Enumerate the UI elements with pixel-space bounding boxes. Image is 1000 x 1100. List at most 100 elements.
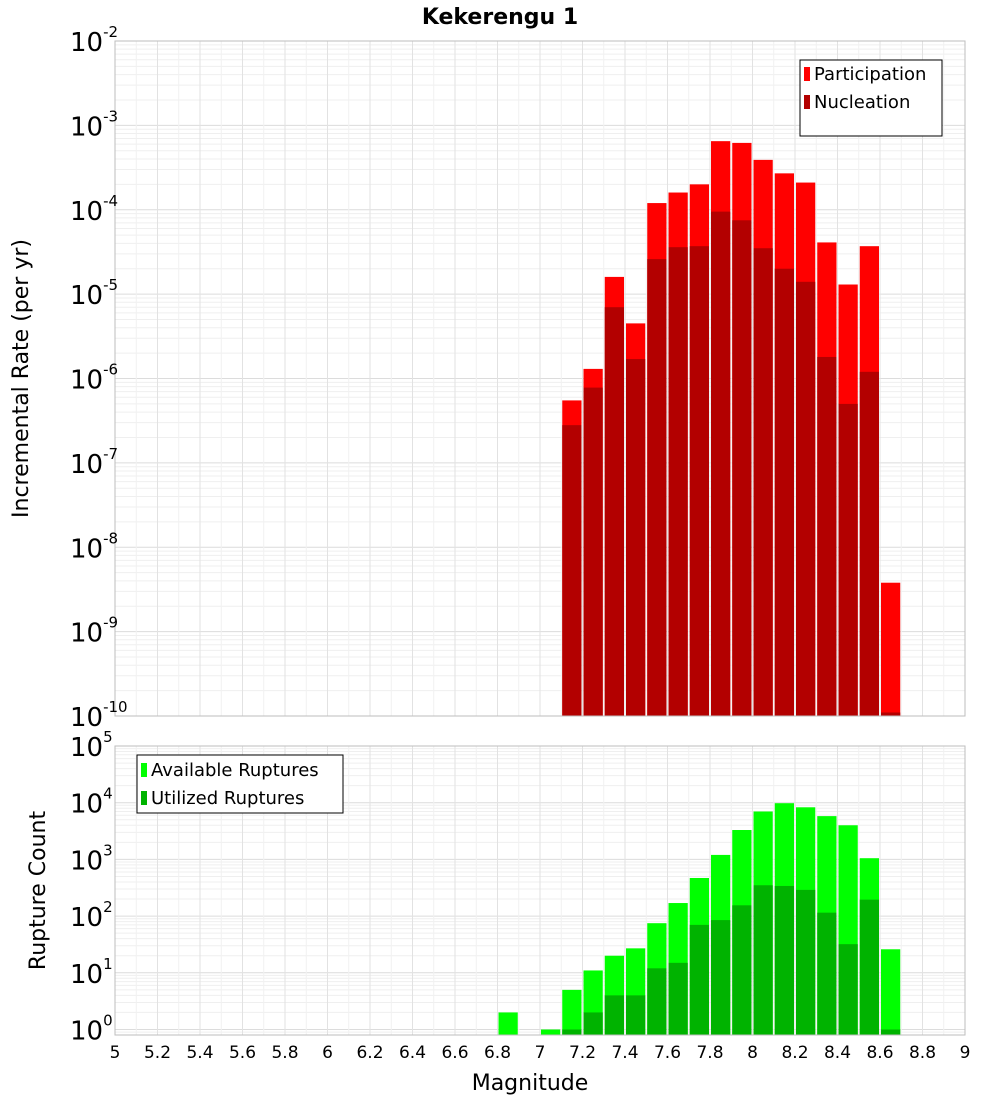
legend-box <box>799 59 943 137</box>
y-tick-exponent: 3 <box>103 841 113 859</box>
y-tick-exponent: -10 <box>103 698 128 716</box>
bar <box>796 281 816 716</box>
bar <box>562 1029 582 1035</box>
x-tick-label: 8.6 <box>866 1043 893 1063</box>
bar <box>647 259 667 716</box>
bar <box>732 905 752 1035</box>
bar <box>668 247 688 716</box>
x-tick-label: 5 <box>110 1043 121 1063</box>
y-tick-label: 10-4 <box>70 192 118 227</box>
y-tick-base: 10 <box>70 450 103 480</box>
y-tick-exponent: 4 <box>103 785 113 803</box>
y-axis-label: Incremental Rate (per yr) <box>9 239 34 518</box>
legend: Participation Nucleation <box>799 59 943 137</box>
y-tick-base: 10 <box>70 1017 103 1047</box>
x-tick-label: 5.8 <box>271 1043 298 1063</box>
y-tick-label: 10-9 <box>70 614 118 649</box>
legend-label: Participation <box>814 64 926 85</box>
bar <box>817 912 837 1035</box>
y-tick-base: 10 <box>70 703 103 733</box>
x-tick-label: 6 <box>322 1043 333 1063</box>
legend-label: Utilized Ruptures <box>151 788 304 809</box>
x-tick-label: 7.6 <box>654 1043 681 1063</box>
bar <box>604 307 624 716</box>
y-tick-label: 10-5 <box>70 276 118 311</box>
x-tick-label: 6.6 <box>441 1043 468 1063</box>
y-tick-base: 10 <box>70 619 103 649</box>
bar <box>711 211 731 716</box>
y-tick-base: 10 <box>70 960 103 990</box>
bar <box>774 268 794 716</box>
bar <box>838 403 858 716</box>
y-tick-label: 10-8 <box>70 529 118 564</box>
bar <box>753 885 773 1035</box>
bar <box>838 944 858 1035</box>
x-tick-label: 8.8 <box>909 1043 936 1063</box>
x-tick-label: 5.6 <box>229 1043 256 1063</box>
y-tick-label: 103 <box>70 841 113 876</box>
y-tick-base: 10 <box>70 733 103 763</box>
series-utilized-ruptures <box>562 885 901 1035</box>
bar <box>562 989 582 1035</box>
x-tick-label: 8 <box>747 1043 758 1063</box>
y-tick-exponent: -8 <box>103 529 118 547</box>
y-tick-label: 10-7 <box>70 445 118 480</box>
y-tick-exponent: -4 <box>103 192 118 210</box>
y-tick-base: 10 <box>70 28 103 58</box>
x-tick-label: 7 <box>535 1043 546 1063</box>
y-tick-base: 10 <box>70 197 103 227</box>
bar <box>626 995 646 1035</box>
y-tick-label: 10-10 <box>70 698 128 733</box>
bar <box>732 220 752 717</box>
y-tick-exponent: 0 <box>103 1012 113 1030</box>
y-tick-base: 10 <box>70 846 103 876</box>
legend-swatch <box>141 763 147 777</box>
x-tick-label: 6.2 <box>356 1043 383 1063</box>
y-tick-label: 101 <box>70 955 113 990</box>
legend-swatch <box>141 791 147 805</box>
y-tick-exponent: -6 <box>103 361 118 379</box>
y-tick-exponent: -7 <box>103 445 118 463</box>
x-tick-label: 6.4 <box>399 1043 426 1063</box>
bar <box>859 371 879 716</box>
y-tick-exponent: 2 <box>103 898 113 916</box>
y-tick-base: 10 <box>70 790 103 820</box>
bar <box>881 1029 901 1035</box>
rate-panel: 10-1010-910-810-710-610-510-410-310-2Inc… <box>9 23 966 733</box>
x-tick-label: 9 <box>960 1043 971 1063</box>
x-tick-label: 5.2 <box>144 1043 171 1063</box>
bar <box>689 246 709 716</box>
legend-swatch <box>804 67 810 81</box>
plot-border <box>114 40 966 717</box>
y-tick-label: 10-6 <box>70 361 118 396</box>
x-tick-label: 8.4 <box>824 1043 851 1063</box>
bar <box>881 949 901 1035</box>
bar <box>562 425 582 716</box>
x-tick-label: 7.4 <box>611 1043 638 1063</box>
x-tick-label: 7.8 <box>696 1043 723 1063</box>
x-tick-label: 6.8 <box>484 1043 511 1063</box>
y-tick-label: 100 <box>70 1012 113 1047</box>
y-axis-label: Rupture Count <box>26 811 51 971</box>
y-tick-label: 105 <box>70 728 113 763</box>
y-tick-base: 10 <box>70 281 103 311</box>
chart-title: Kekerengu 1 <box>422 5 578 30</box>
bar <box>881 582 901 716</box>
y-tick-exponent: 5 <box>103 728 113 746</box>
x-tick-label: 7.2 <box>569 1043 596 1063</box>
bar <box>753 248 773 717</box>
bar <box>711 920 731 1035</box>
legend-swatch <box>804 95 810 109</box>
legend-label: Nucleation <box>814 92 910 113</box>
legend: Available Ruptures Utilized Ruptures <box>136 754 344 814</box>
bar <box>647 968 667 1035</box>
y-tick-label: 104 <box>70 785 113 820</box>
grid <box>114 40 966 717</box>
y-tick-label: 102 <box>70 898 113 933</box>
y-tick-base: 10 <box>70 366 103 396</box>
series-nucleation <box>562 211 901 717</box>
x-tick-label: 5.4 <box>186 1043 213 1063</box>
y-tick-base: 10 <box>70 112 103 142</box>
x-axis-label: Magnitude <box>472 1071 589 1096</box>
